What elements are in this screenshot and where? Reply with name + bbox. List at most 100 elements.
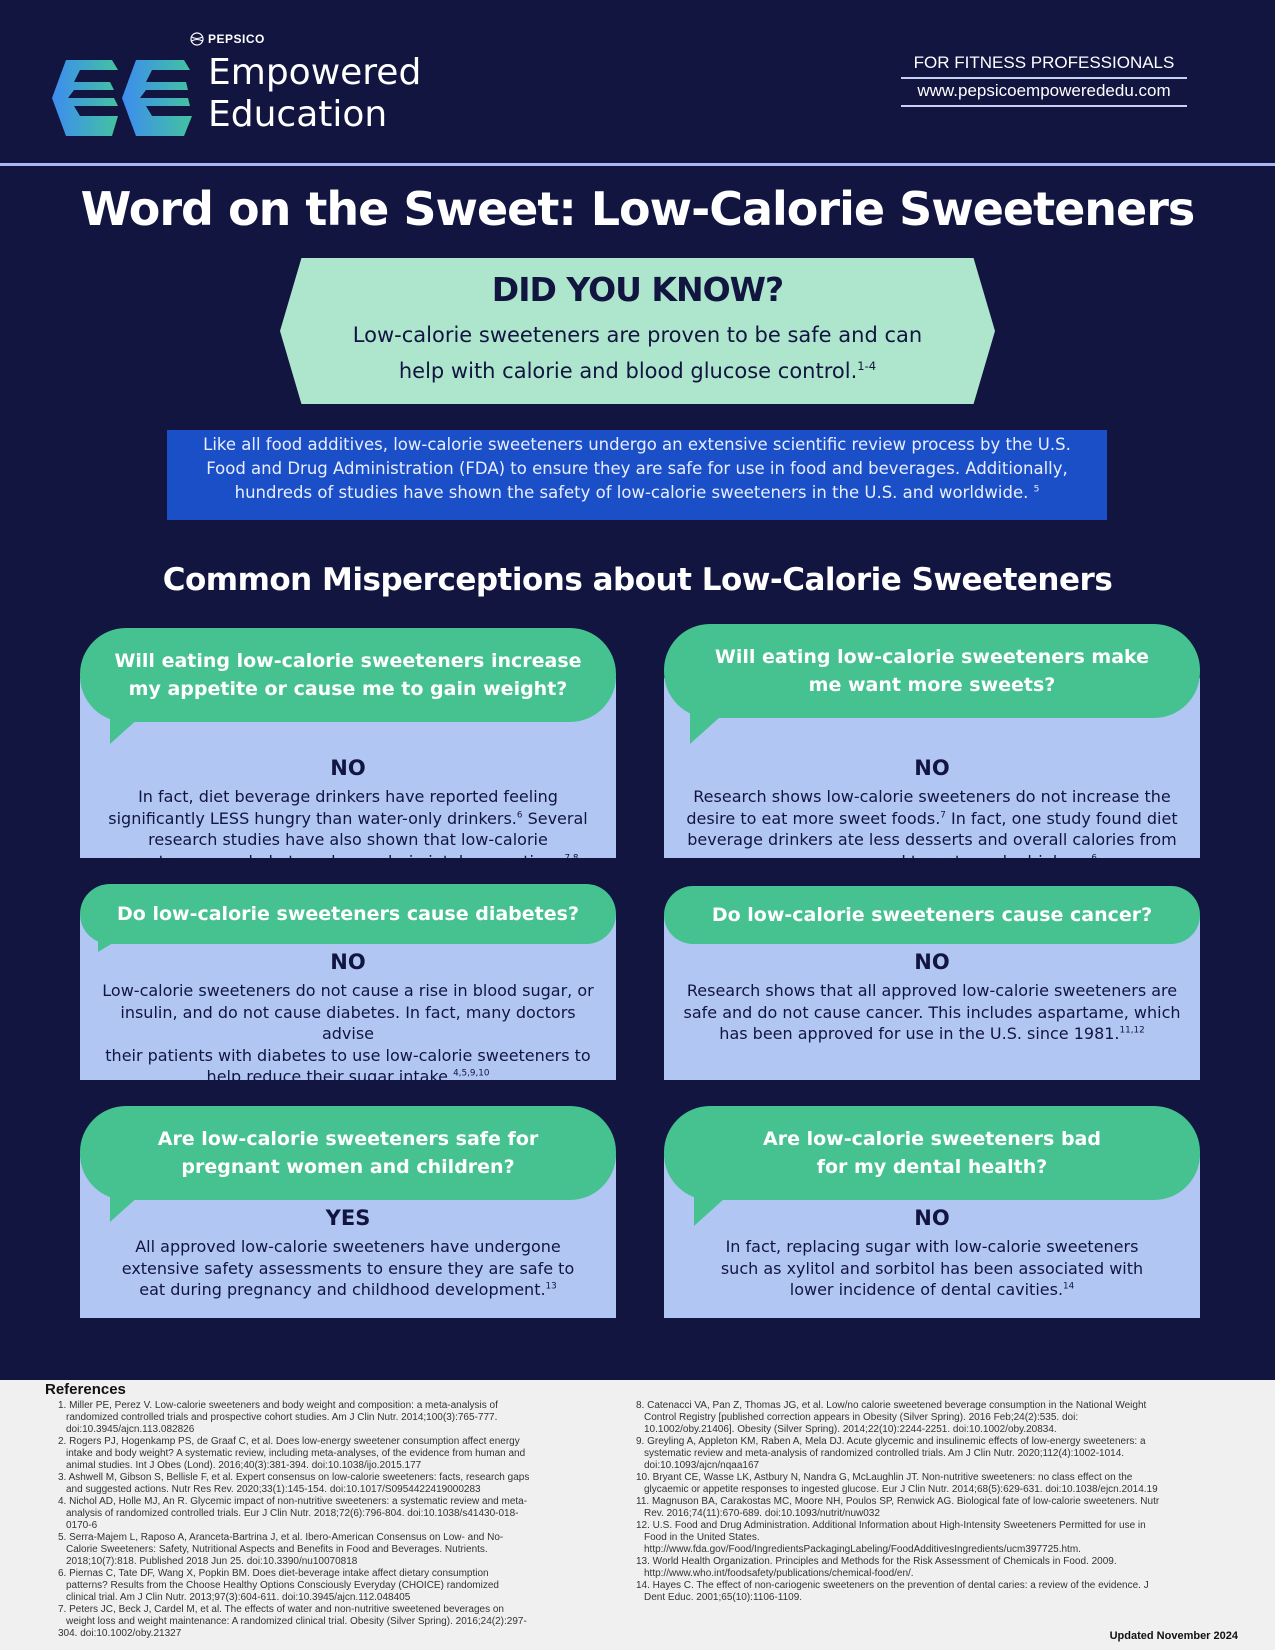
brand-name: Empowered Education bbox=[208, 52, 421, 136]
reference-line: 8. Catenacci VA, Pan Z, Thomas JG, et al… bbox=[636, 1400, 1147, 1411]
card-line: research studies have also shown that lo… bbox=[148, 830, 548, 849]
card-line: Research shows low-calorie sweeteners do… bbox=[693, 787, 1171, 806]
website-link[interactable]: www.pepsicoempowerededu.com bbox=[901, 79, 1187, 107]
question-line: Do low-calorie sweeteners cause cancer? bbox=[711, 904, 1153, 926]
card-citation: 7,8 bbox=[564, 853, 579, 864]
card-citation: 6 bbox=[1091, 853, 1098, 864]
question-line: Do low-calorie sweeteners cause diabetes… bbox=[117, 903, 579, 925]
did-you-know-text: Low-calorie sweeteners are proven to be … bbox=[318, 317, 958, 389]
references-right-column: 8. Catenacci VA, Pan Z, Thomas JG, et al… bbox=[636, 1400, 1244, 1604]
card-line: Several bbox=[522, 808, 588, 828]
card-description: All approved low-calorie sweeteners have… bbox=[98, 1236, 598, 1301]
card-question: Are low-calorie sweeteners bad for my den… bbox=[664, 1106, 1200, 1200]
question-line: Are low-calorie sweeteners safe for bbox=[157, 1128, 539, 1150]
reference-line: 10.1002/oby.21406]. Obesity (Silver Spri… bbox=[644, 1424, 1057, 1435]
card-answer: NO bbox=[914, 1206, 950, 1230]
card-description: In fact, replacing sugar with low-calori… bbox=[682, 1236, 1182, 1301]
pepsico-globe-icon bbox=[190, 32, 204, 46]
card-answer: NO bbox=[914, 756, 950, 780]
reference-line: doi:10.3945/ajcn.113.082826 bbox=[66, 1424, 195, 1435]
card-citation: 11,12 bbox=[1119, 1025, 1145, 1036]
page-title: Word on the Sweet: Low-Calorie Sweetener… bbox=[80, 182, 1196, 236]
did-you-know-line-2: help with calorie and blood glucose cont… bbox=[398, 359, 858, 383]
card-line: In fact, one study found diet bbox=[945, 808, 1178, 828]
brand-line-1: Empowered bbox=[208, 52, 422, 93]
misperception-card-pregnancy: YES All approved low-calorie sweeteners … bbox=[80, 1106, 616, 1318]
references-section: References 1. Miller PE, Perez V. Low-ca… bbox=[0, 1380, 1275, 1650]
card-line-wrap: has been approved for use in the U.S. si… bbox=[682, 1023, 1182, 1045]
audience-block: FOR FITNESS PROFESSIONALS www.pepsicoemp… bbox=[901, 51, 1187, 107]
card-line: their patients with diabetes to use low-… bbox=[105, 1045, 591, 1065]
reference-line: 4. Nichol AD, Holle MJ, An R. Glycemic i… bbox=[58, 1496, 528, 1507]
card-line: help reduce their sugar intake. bbox=[206, 1067, 454, 1086]
card-line: Research shows that all approved low-cal… bbox=[686, 981, 1178, 1000]
company-name: PEPSICO bbox=[208, 32, 265, 46]
card-answer: YES bbox=[325, 1206, 371, 1230]
reference-line: 304. doi:10.1002/oby.21327 bbox=[58, 1628, 182, 1639]
reference-line: 9. Greyling A, Appleton KM, Raben A, Mel… bbox=[636, 1436, 1146, 1447]
references-heading: References bbox=[45, 1381, 126, 1398]
pepsico-logo: PEPSICO bbox=[190, 32, 265, 46]
card-description: Research shows low-calorie sweeteners do… bbox=[682, 786, 1182, 872]
card-question: Do low-calorie sweeteners cause diabetes… bbox=[80, 884, 616, 944]
audience-label: FOR FITNESS PROFESSIONALS bbox=[901, 51, 1187, 79]
reference-line: glycaemic or appetite responses to inges… bbox=[644, 1484, 1158, 1495]
reference-line: 14. Hayes C. The effect of non-cariogeni… bbox=[636, 1580, 1149, 1591]
reference-line: 13. World Health Organization. Principle… bbox=[636, 1556, 1117, 1567]
misperception-card-cancer: NO Research shows that all approved low-… bbox=[664, 886, 1200, 1080]
fda-line-2: Food and Drug Administration (FDA) to en… bbox=[206, 459, 1068, 478]
reference-line: and suggested actions. Nutr Res Rev. 202… bbox=[66, 1484, 481, 1495]
card-citation: 6 bbox=[516, 810, 523, 821]
card-line-wrap: sweeteners can help to reduce calorie in… bbox=[98, 851, 598, 873]
misperceptions-heading: Common Misperceptions about Low-Calorie … bbox=[162, 562, 1113, 598]
fda-line-1: Like all food additives, low-calorie swe… bbox=[203, 435, 1071, 454]
card-line-wrap: sugars compared to water-only drinkers.6 bbox=[682, 851, 1182, 873]
card-line: insulin, and do not cause diabetes. In f… bbox=[120, 1002, 576, 1044]
reference-line: 2018;10(7):818. Published 2018 Jun 25. d… bbox=[66, 1556, 358, 1567]
reference-line: doi:10.1093/ajcn/nqaa167 bbox=[644, 1460, 760, 1471]
fda-line-3: hundreds of studies have shown the safet… bbox=[234, 483, 1029, 502]
reference-line: 0170-6 bbox=[66, 1520, 98, 1531]
card-line: In fact, diet beverage drinkers have rep… bbox=[138, 787, 558, 806]
header-divider bbox=[0, 163, 1275, 166]
reference-line: intake and body weight? A systematic rev… bbox=[66, 1448, 526, 1459]
reference-line: http://www.who.int/foodsafety/publicatio… bbox=[644, 1568, 914, 1579]
card-line: lower incidence of dental cavities. bbox=[789, 1280, 1064, 1299]
card-description: Research shows that all approved low-cal… bbox=[682, 980, 1182, 1045]
reference-line: 12. U.S. Food and Drug Administration. A… bbox=[636, 1520, 1146, 1531]
did-you-know-line-1: Low-calorie sweeteners are proven to be … bbox=[352, 323, 923, 347]
card-line: sweeteners can help to reduce calorie in… bbox=[117, 851, 565, 871]
reference-line: clinical trial. Am J Clin Nutr. 2013;97(… bbox=[66, 1592, 411, 1603]
reference-line: Rev. 2016;74(11):670-689. doi:10.1093/nu… bbox=[644, 1508, 880, 1519]
card-answer: NO bbox=[914, 950, 950, 974]
misperception-card-diabetes: NO Low-calorie sweeteners do not cause a… bbox=[80, 884, 616, 1086]
did-you-know-heading: DID YOU KNOW? bbox=[491, 270, 784, 309]
misperception-card-appetite: NO In fact, diet beverage drinkers have … bbox=[80, 628, 616, 871]
card-line: such as xylitol and sorbitol has been as… bbox=[720, 1258, 1144, 1278]
reference-line: Food in the United States. bbox=[644, 1532, 760, 1543]
reference-line: 10. Bryant CE, Wasse LK, Astbury N, Nand… bbox=[636, 1472, 1133, 1483]
did-you-know-line-2-wrap: help with calorie and blood glucose cont… bbox=[318, 353, 958, 389]
reference-line: http://www.fda.gov/Food/IngredientsPacka… bbox=[644, 1544, 1081, 1555]
reference-line: 11. Magnuson BA, Carakostas MC, Moore NH… bbox=[636, 1496, 1160, 1507]
card-line-wrap: help reduce their sugar intake.4,5,9,10 bbox=[98, 1066, 598, 1088]
question-line: Will eating low-calorie sweeteners incre… bbox=[114, 650, 582, 672]
card-line: significantly LESS hungry than water-onl… bbox=[108, 808, 517, 828]
card-line: sugars compared to water-only drinkers. bbox=[766, 851, 1092, 871]
card-line: All approved low-calorie sweeteners have… bbox=[135, 1237, 561, 1256]
card-line-wrap: eat during pregnancy and childhood devel… bbox=[98, 1279, 598, 1301]
question-line: for my dental health? bbox=[816, 1156, 1048, 1178]
reference-line: animal studies. Int J Obes (Lond). 2016;… bbox=[66, 1460, 422, 1471]
misperception-card-dental: NO In fact, replacing sugar with low-cal… bbox=[664, 1106, 1200, 1318]
card-answer: NO bbox=[330, 756, 366, 780]
fda-citation: 5 bbox=[1033, 484, 1040, 495]
reference-line: weight loss and weight maintenance: A ra… bbox=[66, 1616, 527, 1627]
reference-line: Dent Educ. 2001;65(10):1106-1109. bbox=[644, 1592, 803, 1603]
card-line: Low-calorie sweeteners do not cause a ri… bbox=[102, 981, 594, 1000]
card-question: Will eating low-calorie sweeteners make m… bbox=[664, 624, 1200, 718]
references-left-column: 1. Miller PE, Perez V. Low-calorie sweet… bbox=[58, 1400, 618, 1640]
question-line: Are low-calorie sweeteners bad bbox=[763, 1128, 1101, 1150]
question-line: pregnant women and children? bbox=[181, 1156, 515, 1178]
card-description: Low-calorie sweeteners do not cause a ri… bbox=[98, 980, 598, 1088]
